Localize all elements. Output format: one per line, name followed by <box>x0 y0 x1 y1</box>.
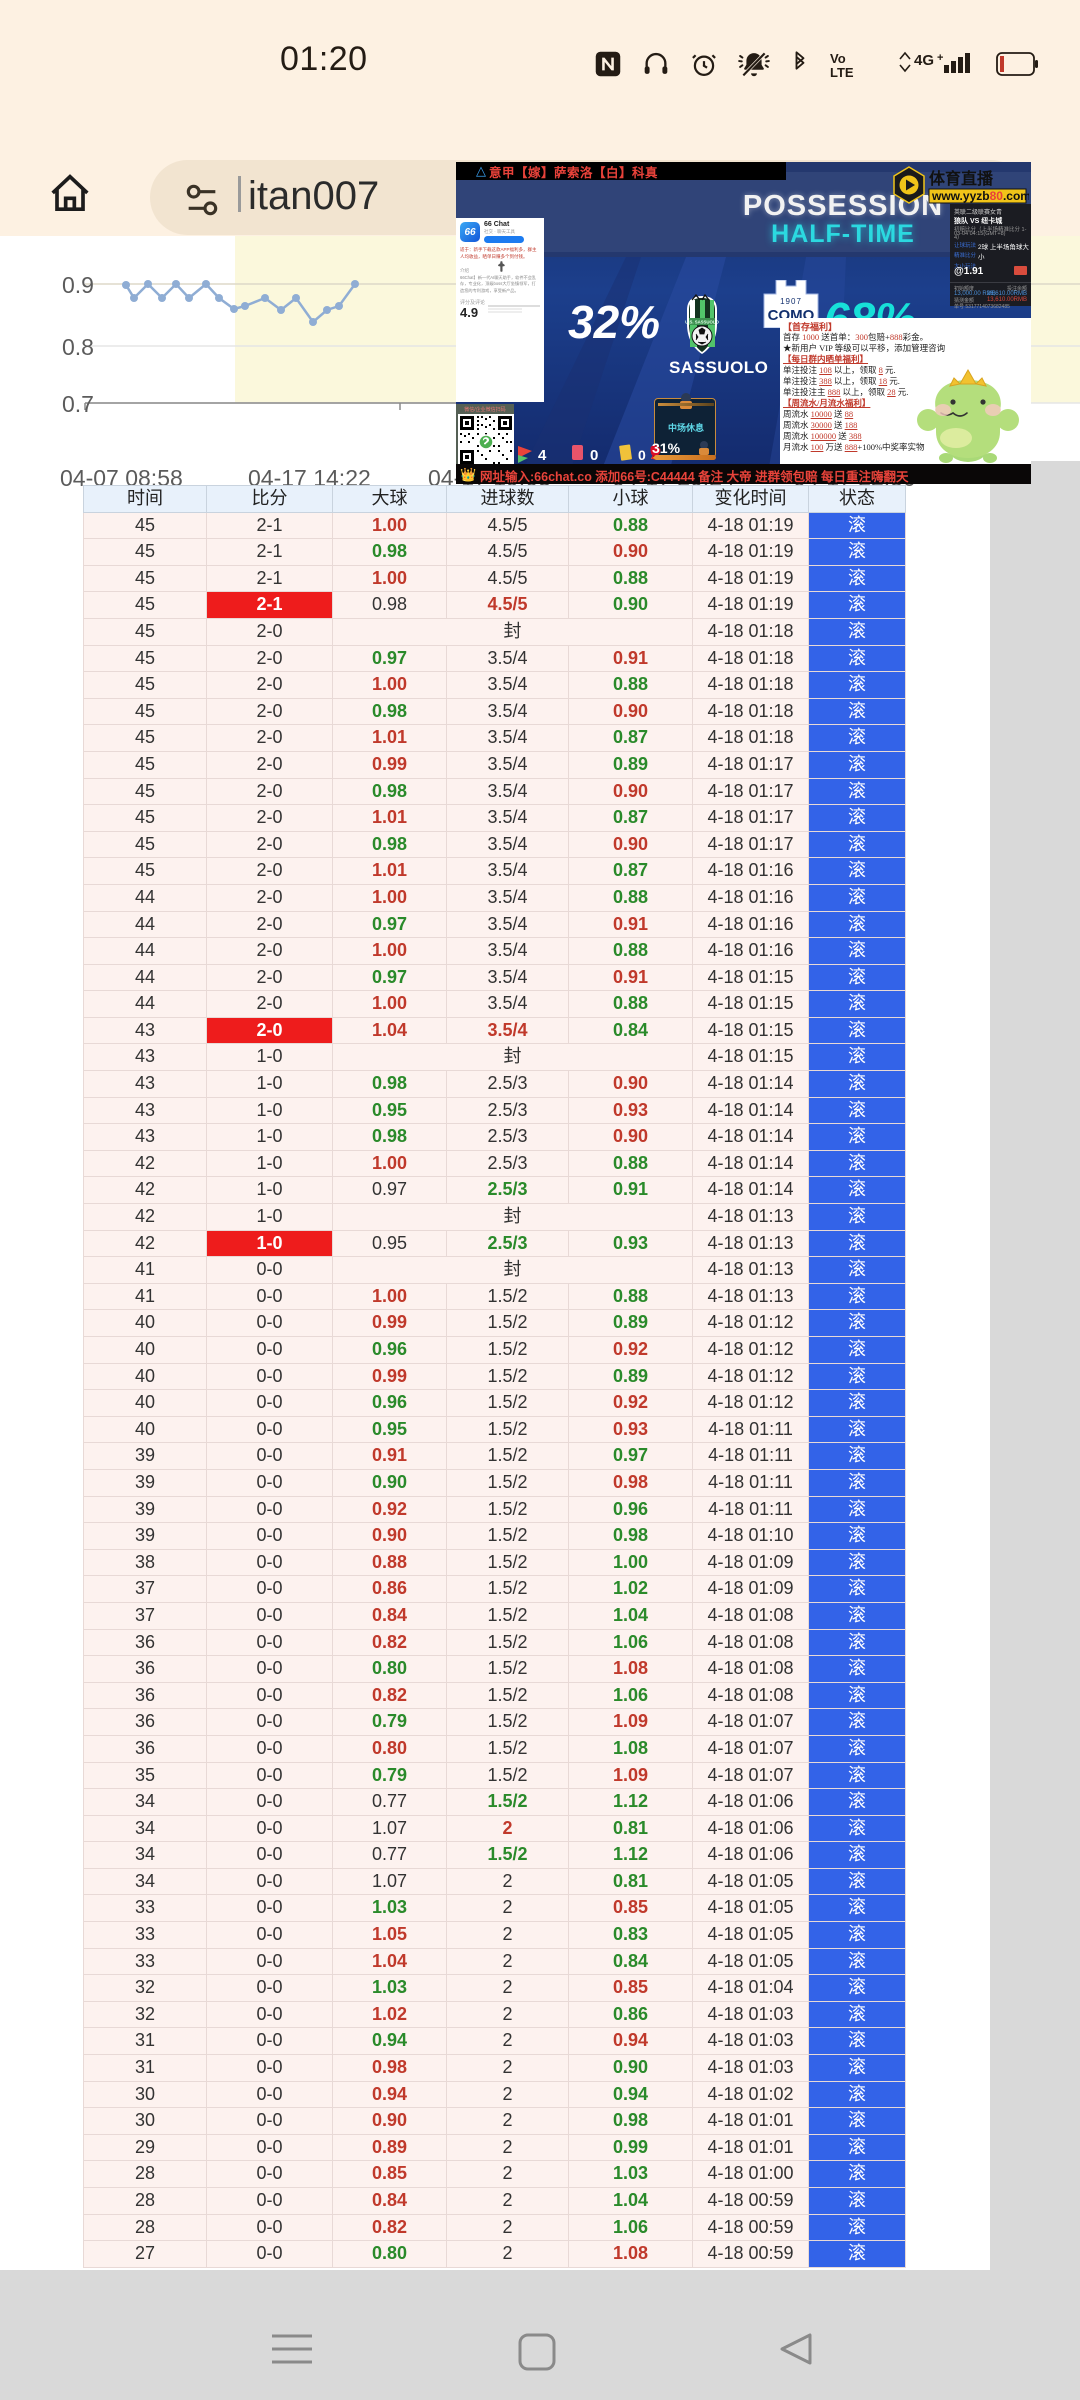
svg-text:+: + <box>937 52 943 64</box>
svg-text:4G: 4G <box>914 52 934 69</box>
svg-text:4: 4 <box>538 447 547 464</box>
svg-text:LTE: LTE <box>830 65 854 79</box>
svg-text:1907: 1907 <box>780 297 802 306</box>
svg-text:体育直播: 体育直播 <box>929 169 994 188</box>
svg-text:www.yyzb80.com: www.yyzb80.com <box>931 189 1029 203</box>
svg-text:U.S. SASSUOLO: U.S. SASSUOLO <box>685 320 719 325</box>
svg-text:Vo: Vo <box>830 51 846 66</box>
svg-text:0: 0 <box>638 447 646 463</box>
svg-text:0: 0 <box>590 447 598 464</box>
